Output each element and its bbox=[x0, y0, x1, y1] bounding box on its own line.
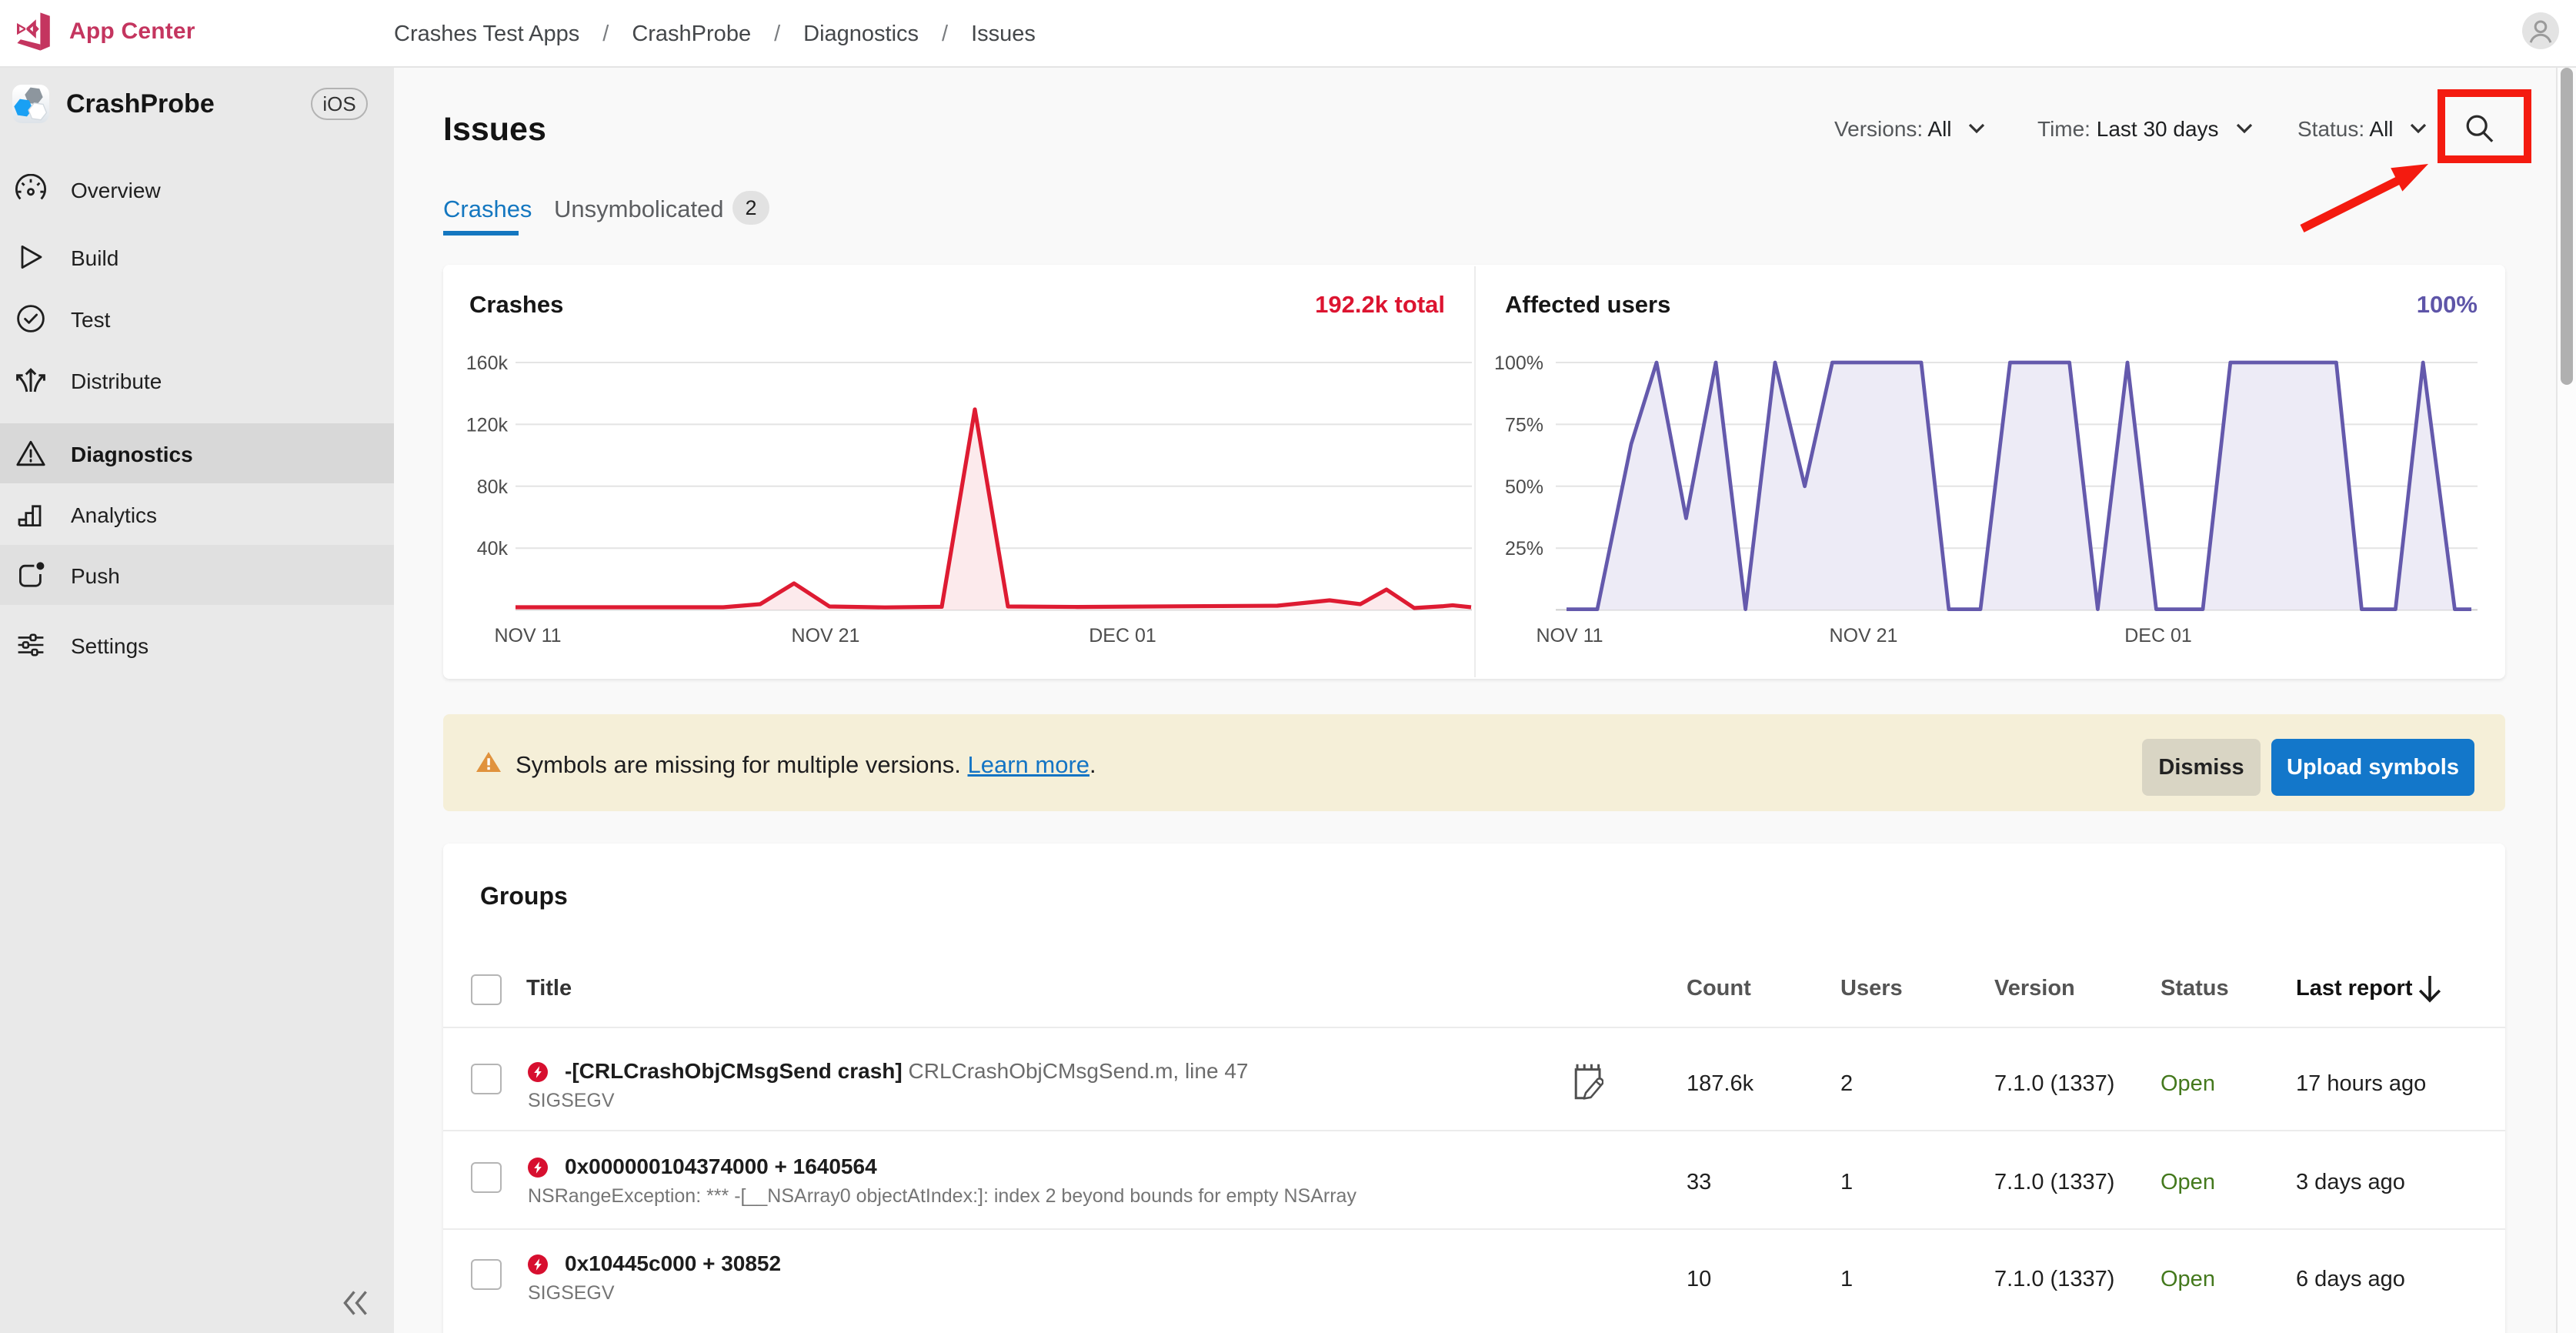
svg-text:NOV 21: NOV 21 bbox=[792, 625, 860, 646]
svg-text:DEC 01: DEC 01 bbox=[2124, 625, 2192, 646]
svg-text:NOV 11: NOV 11 bbox=[1536, 625, 1603, 646]
svg-text:160k: 160k bbox=[466, 352, 509, 374]
svg-text:100%: 100% bbox=[1494, 352, 1543, 374]
svg-text:120k: 120k bbox=[466, 414, 509, 436]
svg-text:NOV 21: NOV 21 bbox=[1830, 625, 1898, 646]
svg-text:50%: 50% bbox=[1505, 476, 1543, 498]
svg-text:80k: 80k bbox=[477, 476, 509, 498]
svg-text:NOV 11: NOV 11 bbox=[494, 625, 561, 646]
svg-text:40k: 40k bbox=[477, 538, 509, 560]
svg-text:25%: 25% bbox=[1505, 538, 1543, 560]
svg-text:75%: 75% bbox=[1505, 414, 1543, 436]
svg-text:DEC 01: DEC 01 bbox=[1089, 625, 1156, 646]
